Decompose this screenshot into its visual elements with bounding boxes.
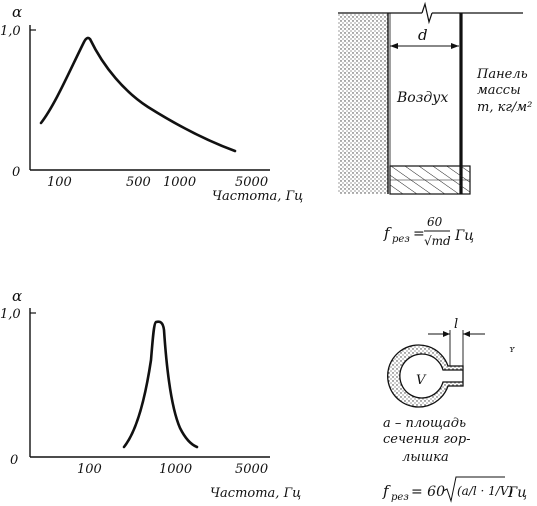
panel-label-line2: массы [477, 83, 521, 98]
chart1-y-axis-label: α [12, 3, 22, 21]
resonator-body [387, 344, 464, 408]
res-formula-radical [442, 476, 505, 503]
res-formula-f: f [382, 482, 391, 500]
resonator-diagram: l ʏ V a – площадь сечения гор- лышка f р… [382, 317, 527, 503]
res-formula-radicand: (a/l · 1/V) [457, 484, 514, 498]
panel-formula-num: 60 [427, 215, 443, 229]
chart2-x-tick-1000: 1000 [159, 462, 192, 477]
res-formula-unit: Гц [507, 485, 527, 501]
res-formula-eq: = 60 [411, 484, 445, 500]
chart2-x-axis-label: Частота, Гц [210, 486, 301, 501]
chart1-x-tick-5000: 5000 [235, 175, 268, 190]
chart2-series-line [122, 320, 199, 449]
length-label: l [454, 317, 458, 332]
chart-top-absorption: α 1,0 0 100 500 1000 5000 Частота, Гц [0, 3, 303, 204]
chart1-x-tick-1000: 1000 [163, 175, 196, 190]
wall-hatched [338, 13, 388, 194]
chart2-y-tick-1: 1,0 [0, 307, 21, 322]
panel-absorber-diagram: d Воздух Панель массы m, кг/м² f рез = 6… [338, 1, 532, 248]
caption-line2: сечения гор- [383, 432, 471, 447]
neck-dim-arrow-left [443, 331, 450, 337]
chart1-y-tick-1: 1,0 [0, 24, 21, 39]
chart1-series-line [39, 36, 237, 153]
res-formula-sub: рез [391, 492, 409, 503]
chart1-x-axis-label: Частота, Гц [212, 189, 303, 204]
break-mark [421, 1, 433, 25]
volume-label: V [416, 373, 427, 388]
neck-dim-arrow-right [463, 331, 470, 337]
panel-formula-sub: рез [392, 234, 410, 245]
chart2-y-tick-0: 0 [10, 453, 18, 468]
panel-formula-f: f [383, 224, 392, 242]
dim-arrow-right [451, 43, 459, 49]
chart2-y-axis-label: α [12, 287, 22, 305]
panel-label-line1: Панель [476, 67, 528, 82]
panel-formula-den: √md [424, 234, 451, 248]
panel-formula-unit: Гц [454, 228, 474, 244]
stray-mark: ʏ [509, 345, 516, 355]
panel-label-line3: m, кг/м² [477, 100, 532, 115]
chart1-x-tick-100: 100 [47, 175, 72, 190]
chart1-x-tick-500: 500 [126, 175, 151, 190]
chart1-y-tick-0: 0 [12, 165, 20, 180]
air-label: Воздух [396, 90, 448, 106]
caption-line1: a – площадь [383, 416, 466, 431]
panel-formula-eq: = [413, 226, 425, 242]
chart2-x-tick-100: 100 [77, 462, 102, 477]
caption-line3: лышка [402, 450, 449, 465]
chart-bottom-absorption: α 1,0 0 100 1000 5000 Частота, Гц [0, 287, 301, 501]
chart2-x-tick-5000: 5000 [235, 462, 268, 477]
dim-arrow-left [390, 43, 398, 49]
dimension-label: d [418, 26, 428, 44]
